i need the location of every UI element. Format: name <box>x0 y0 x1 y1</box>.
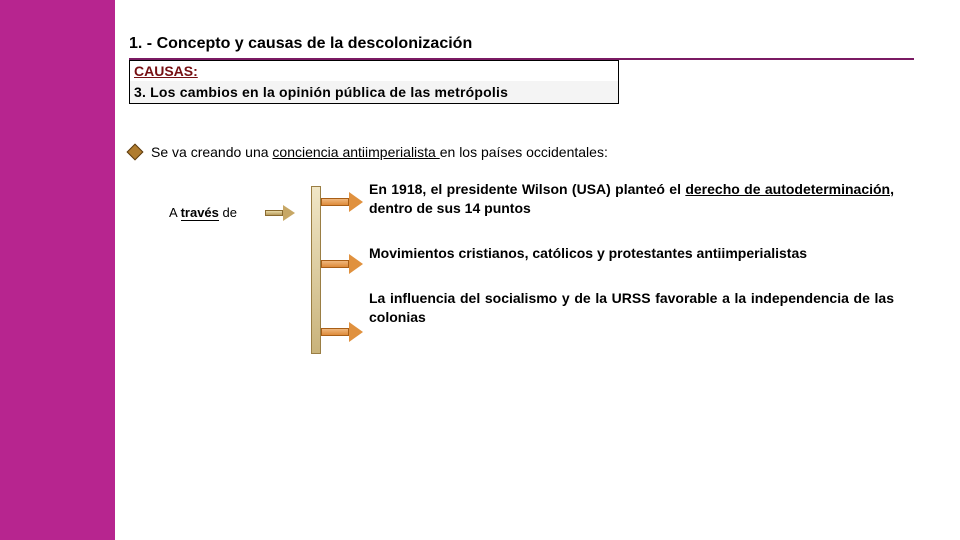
lead-post: en los países occidentales: <box>440 144 608 160</box>
atraves-column: A través de <box>169 180 299 352</box>
list-item: En 1918, el presidente Wilson (USA) plan… <box>369 180 914 218</box>
item-underlined: derecho de autodeterminación, <box>685 181 894 197</box>
list-item: La influencia del socialismo y de la URS… <box>369 289 914 327</box>
arrow-right-icon <box>321 324 365 340</box>
accent-strip <box>0 0 115 540</box>
slide: 1. - Concepto y causas de la descoloniza… <box>0 0 960 540</box>
bracket-column <box>299 180 369 352</box>
lead-text: Se va creando una conciencia antiimperia… <box>151 144 608 160</box>
vertical-bar <box>311 186 321 354</box>
arrow-right-icon <box>265 206 295 220</box>
item-post: dentro de sus 14 puntos <box>369 200 531 216</box>
diamond-bullet-icon <box>129 146 141 158</box>
lead-row: Se va creando una conciencia antiimperia… <box>129 144 914 160</box>
items-column: En 1918, el presidente Wilson (USA) plan… <box>369 180 914 352</box>
causas-heading: CAUSAS: <box>130 61 618 81</box>
flow-layout: A través de En 1918, el presidente <box>129 180 914 352</box>
lead-underlined: conciencia antiimperialista <box>272 144 439 160</box>
arrow-right-icon <box>321 194 365 210</box>
content-area: 1. - Concepto y causas de la descoloniza… <box>129 34 914 104</box>
item-pre: La influencia del socialismo y de la URS… <box>369 290 894 325</box>
causas-box: CAUSAS: 3. Los cambios en la opinión púb… <box>129 60 619 104</box>
lead-pre: Se va creando una <box>151 144 272 160</box>
item-pre: Movimientos cristianos, católicos y prot… <box>369 245 807 261</box>
arrow-right-icon <box>321 256 365 272</box>
list-item: Movimientos cristianos, católicos y prot… <box>369 244 914 263</box>
body: Se va creando una conciencia antiimperia… <box>129 144 914 352</box>
atraves-plain: A <box>169 205 181 220</box>
atraves-bold-underlined: través <box>181 205 219 221</box>
causas-subheading: 3. Los cambios en la opinión pública de … <box>130 81 618 103</box>
slide-title: 1. - Concepto y causas de la descoloniza… <box>129 34 914 60</box>
atraves-tail: de <box>219 205 237 220</box>
atraves-label: A través de <box>169 205 269 221</box>
item-pre: En 1918, el presidente Wilson (USA) plan… <box>369 181 685 197</box>
